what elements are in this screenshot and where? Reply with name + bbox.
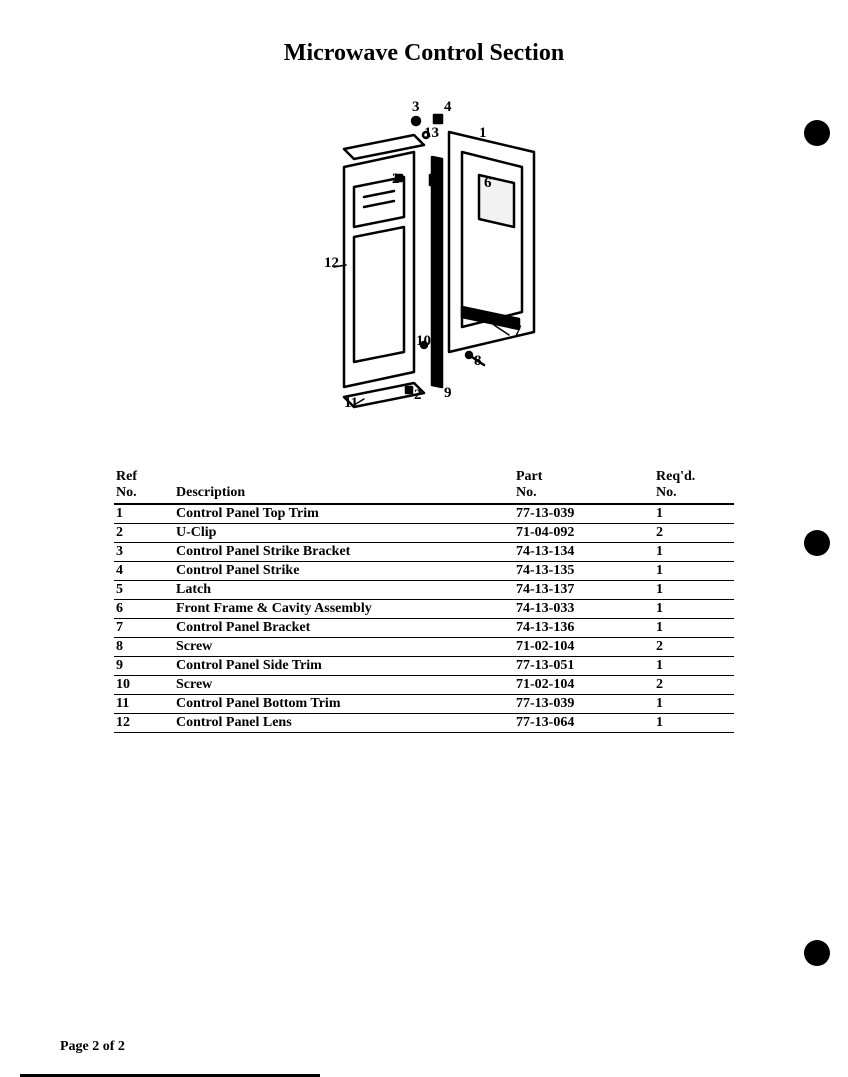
cell-ref: 5: [114, 581, 174, 600]
cell-desc: Control Panel Top Trim: [174, 504, 514, 524]
callout-number: 3: [412, 99, 420, 115]
cell-req: 1: [654, 562, 734, 581]
callout-number: 11: [344, 395, 358, 411]
table-row: 12Control Panel Lens77-13-0641: [114, 714, 734, 733]
header-part-l2: No.: [516, 485, 537, 500]
callout-number: 7: [514, 323, 522, 339]
cell-ref: 2: [114, 524, 174, 543]
table-row: 11Control Panel Bottom Trim77-13-0391: [114, 695, 734, 714]
header-req-l2: No.: [656, 485, 677, 500]
header-part: Part No.: [514, 467, 654, 504]
table-row: 1Control Panel Top Trim77-13-0391: [114, 504, 734, 524]
table-row: 3Control Panel Strike Bracket74-13-1341: [114, 543, 734, 562]
cell-part: 74-13-033: [514, 600, 654, 619]
cell-req: 1: [654, 600, 734, 619]
header-desc-label: Description: [176, 485, 245, 500]
callout-number: 2: [414, 387, 422, 403]
cell-desc: Control Panel Strike Bracket: [174, 543, 514, 562]
cell-req: 1: [654, 581, 734, 600]
page: Microwave Control Section: [0, 0, 848, 1077]
parts-table: Ref No. Description Part No. Req'd. No. …: [114, 467, 734, 733]
callout-number: 1: [479, 125, 487, 141]
cell-part: 74-13-136: [514, 619, 654, 638]
callout-number: 9: [444, 385, 452, 401]
cell-desc: Control Panel Bracket: [174, 619, 514, 638]
cell-req: 1: [654, 695, 734, 714]
cell-ref: 11: [114, 695, 174, 714]
cell-ref: 8: [114, 638, 174, 657]
header-part-l1: Part: [516, 469, 542, 484]
cell-part: 77-13-051: [514, 657, 654, 676]
cell-part: 71-02-104: [514, 638, 654, 657]
punch-hole-icon: [804, 940, 830, 966]
callout-number: 2: [392, 171, 400, 187]
cell-part: 74-13-135: [514, 562, 654, 581]
punch-hole-icon: [804, 120, 830, 146]
cell-ref: 1: [114, 504, 174, 524]
table-row: 7Control Panel Bracket74-13-1361: [114, 619, 734, 638]
cell-desc: U-Clip: [174, 524, 514, 543]
cell-ref: 10: [114, 676, 174, 695]
page-title: Microwave Control Section: [60, 40, 788, 67]
table-row: 10Screw71-02-1042: [114, 676, 734, 695]
callout-number: 5: [434, 175, 442, 191]
header-desc: Description: [174, 467, 514, 504]
cell-desc: Latch: [174, 581, 514, 600]
cell-req: 1: [654, 657, 734, 676]
cell-part: 74-13-137: [514, 581, 654, 600]
table-row: 4Control Panel Strike74-13-1351: [114, 562, 734, 581]
table-row: 2U-Clip71-04-0922: [114, 524, 734, 543]
header-ref: Ref No.: [114, 467, 174, 504]
cell-part: 77-13-039: [514, 504, 654, 524]
cell-req: 2: [654, 638, 734, 657]
callout-number: 8: [474, 353, 482, 369]
cell-req: 1: [654, 714, 734, 733]
cell-desc: Front Frame & Cavity Assembly: [174, 600, 514, 619]
cell-ref: 7: [114, 619, 174, 638]
diagram-container: 341312561210789211: [60, 97, 788, 437]
cell-part: 71-04-092: [514, 524, 654, 543]
cell-desc: Control Panel Side Trim: [174, 657, 514, 676]
cell-req: 1: [654, 504, 734, 524]
cell-req: 2: [654, 524, 734, 543]
cell-ref: 6: [114, 600, 174, 619]
punch-hole-icon: [804, 530, 830, 556]
cell-part: 77-13-039: [514, 695, 654, 714]
header-ref-l2: No.: [116, 485, 137, 500]
table-row: 9Control Panel Side Trim77-13-0511: [114, 657, 734, 676]
cell-desc: Screw: [174, 638, 514, 657]
callout-number: 12: [324, 255, 339, 271]
callout-number: 13: [424, 125, 439, 141]
callout-number: 4: [444, 99, 452, 115]
cell-ref: 3: [114, 543, 174, 562]
cell-desc: Control Panel Strike: [174, 562, 514, 581]
cell-req: 1: [654, 619, 734, 638]
cell-part: 77-13-064: [514, 714, 654, 733]
cell-req: 2: [654, 676, 734, 695]
callout-number: 10: [416, 333, 431, 349]
cell-desc: Control Panel Bottom Trim: [174, 695, 514, 714]
cell-req: 1: [654, 543, 734, 562]
table-row: 5Latch74-13-1371: [114, 581, 734, 600]
page-number: Page 2 of 2: [60, 1039, 125, 1055]
cell-desc: Screw: [174, 676, 514, 695]
table-body: 1Control Panel Top Trim77-13-03912U-Clip…: [114, 504, 734, 733]
table-row: 6Front Frame & Cavity Assembly74-13-0331: [114, 600, 734, 619]
cell-part: 71-02-104: [514, 676, 654, 695]
header-ref-l1: Ref: [116, 469, 137, 484]
cell-part: 74-13-134: [514, 543, 654, 562]
cell-ref: 9: [114, 657, 174, 676]
cell-desc: Control Panel Lens: [174, 714, 514, 733]
cell-ref: 4: [114, 562, 174, 581]
table-row: 8Screw71-02-1042: [114, 638, 734, 657]
callout-number: 6: [484, 175, 492, 191]
table-header: Ref No. Description Part No. Req'd. No.: [114, 467, 734, 504]
header-req: Req'd. No.: [654, 467, 734, 504]
header-req-l1: Req'd.: [656, 469, 695, 484]
exploded-diagram: 341312561210789211: [284, 97, 564, 437]
cell-ref: 12: [114, 714, 174, 733]
